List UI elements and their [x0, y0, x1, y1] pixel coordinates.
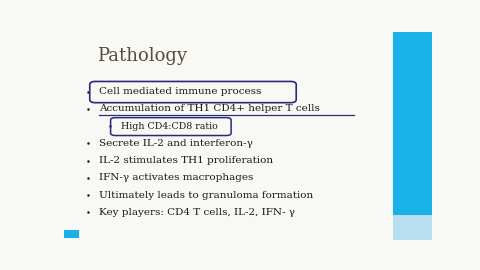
- Text: Cell mediated immune process: Cell mediated immune process: [99, 87, 262, 96]
- Text: Secrete IL-2 and interferon-γ: Secrete IL-2 and interferon-γ: [99, 139, 253, 148]
- Text: Ultimately leads to granuloma formation: Ultimately leads to granuloma formation: [99, 191, 313, 200]
- Text: Accumulation of TH1 CD4+ helper T cells: Accumulation of TH1 CD4+ helper T cells: [99, 104, 320, 113]
- Text: Pathology: Pathology: [97, 47, 187, 65]
- Text: IFN-γ activates macrophages: IFN-γ activates macrophages: [99, 173, 253, 183]
- Text: High CD4:CD8 ratio: High CD4:CD8 ratio: [121, 122, 218, 131]
- Text: Key players: CD4 T cells, IL-2, IFN- γ: Key players: CD4 T cells, IL-2, IFN- γ: [99, 208, 295, 217]
- FancyBboxPatch shape: [64, 230, 79, 238]
- FancyBboxPatch shape: [393, 215, 432, 240]
- FancyBboxPatch shape: [393, 32, 432, 240]
- Text: IL-2 stimulates TH1 proliferation: IL-2 stimulates TH1 proliferation: [99, 156, 273, 165]
